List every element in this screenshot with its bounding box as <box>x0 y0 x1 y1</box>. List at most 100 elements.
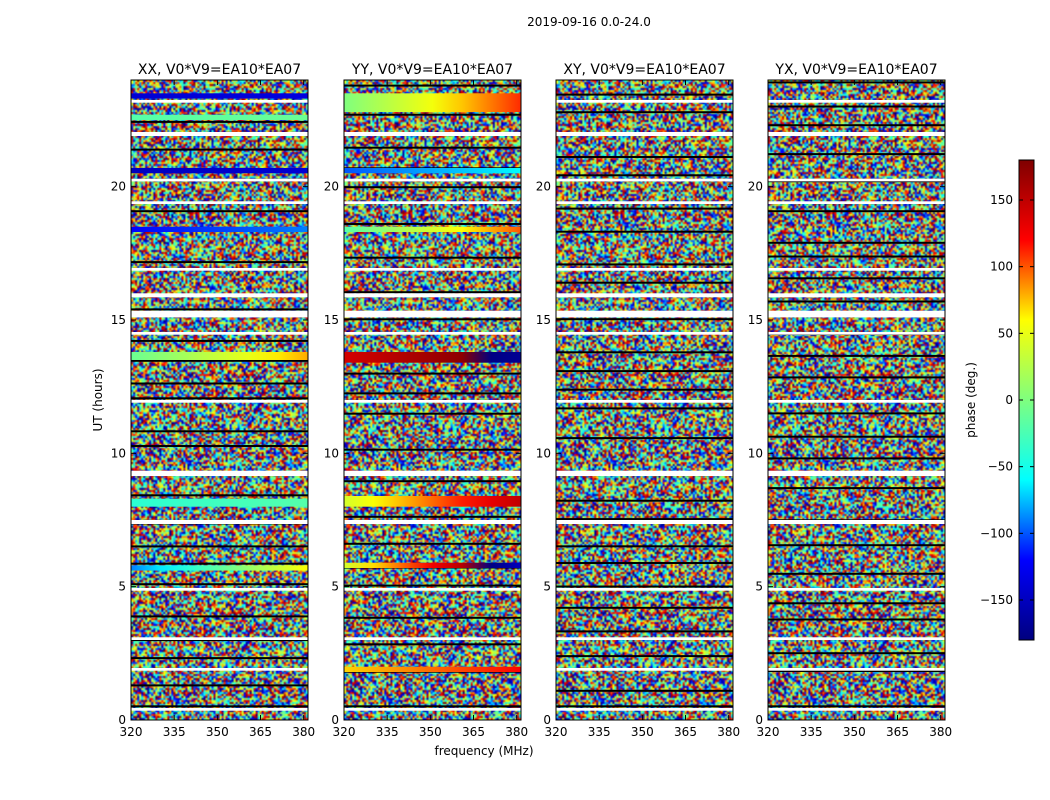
panel-xy: XY, V0*V9=EA10*EA07 320 335 350 365 380 0 5 10 15… <box>536 62 740 739</box>
panel-frame <box>555 79 734 721</box>
flag-line <box>556 93 733 96</box>
data-gap <box>556 400 733 403</box>
panel-frame <box>767 79 946 721</box>
data-gap <box>131 100 308 103</box>
flag-line <box>556 318 733 321</box>
flag-line <box>768 572 945 575</box>
panel-xx: XX, V0*V9=EA10*EA07 320 335 350 365 380 0 5 10 15… <box>111 62 315 739</box>
data-gap <box>131 201 308 204</box>
coherent-phase-band <box>344 666 521 672</box>
flag-line <box>344 113 521 116</box>
colorbar: −150 −100 −50 0 50 100 150 phase (deg.) <box>964 159 1035 641</box>
flag-line <box>768 255 945 258</box>
y-tick-label: 0 <box>331 713 339 727</box>
flag-line <box>131 261 308 264</box>
flag-line <box>131 430 308 433</box>
x-tick-label: 365 <box>886 725 909 739</box>
flag-line <box>344 705 521 708</box>
flag-line <box>131 494 308 497</box>
x-tick-label: 350 <box>206 725 229 739</box>
panel-yx: YX, V0*V9=EA10*EA07 320 335 350 365 380 0 5 10 15… <box>748 62 952 739</box>
x-tick-label: 320 <box>333 725 356 739</box>
data-gap <box>131 178 308 182</box>
flag-line <box>131 615 308 618</box>
flag-line <box>768 81 945 84</box>
y-tick-label: 15 <box>111 313 126 327</box>
data-gap <box>768 178 945 182</box>
data-gap <box>344 268 521 271</box>
flag-line <box>131 308 308 311</box>
flag-line <box>344 542 521 545</box>
panel-frame <box>343 79 522 721</box>
colorbar-tick-label: −150 <box>980 593 1013 607</box>
panels-group: XX, V0*V9=EA10*EA07 320 335 350 365 380 0 5 10 15… <box>111 62 952 739</box>
data-gap <box>131 332 308 335</box>
data-gap <box>556 100 733 103</box>
data-gap <box>556 332 733 335</box>
data-gap <box>768 132 945 136</box>
data-gap <box>131 668 308 671</box>
flag-line <box>768 457 945 460</box>
flag-line <box>556 230 733 233</box>
data-gap <box>768 293 945 298</box>
flag-line <box>556 689 733 692</box>
flag-line <box>768 705 945 708</box>
coherent-phase-band <box>344 352 521 363</box>
data-gap <box>556 668 733 671</box>
coherent-phase-band <box>344 496 521 507</box>
flag-line <box>556 407 733 410</box>
figure-suptitle: 2019-09-16 0.0-24.0 <box>527 15 651 29</box>
y-tick-label: 10 <box>536 446 551 460</box>
flag-line <box>556 655 733 658</box>
flag-line <box>344 584 521 587</box>
flag-line <box>131 359 308 362</box>
data-gap <box>768 708 945 711</box>
colorbar-tick-label: −50 <box>988 460 1013 474</box>
flag-line <box>131 148 308 151</box>
x-axis-label: frequency (MHz) <box>434 744 533 758</box>
flag-line <box>131 657 308 660</box>
data-gap <box>556 268 733 271</box>
x-tick-label: 320 <box>545 725 568 739</box>
flag-line <box>556 281 733 284</box>
data-gap <box>344 293 521 298</box>
panel-yy: YY, V0*V9=EA10*EA07 320 335 350 365 380 0 5 10 15… <box>324 62 528 739</box>
data-gap <box>768 637 945 640</box>
flag-line <box>131 120 308 123</box>
flag-line <box>131 382 308 385</box>
data-gap <box>768 100 945 103</box>
data-gap <box>556 178 733 182</box>
flag-line <box>131 705 308 708</box>
coherent-phase-band <box>131 168 308 174</box>
colorbar-label: phase (deg.) <box>964 362 978 438</box>
flag-line <box>768 241 945 244</box>
flag-line <box>768 210 945 213</box>
flag-line <box>556 388 733 391</box>
flag-line <box>768 354 945 357</box>
coherent-phase-band <box>131 352 308 360</box>
x-tick-label: 335 <box>163 725 186 739</box>
flag-line <box>344 186 521 189</box>
data-gap <box>768 470 945 476</box>
flag-line <box>131 583 308 586</box>
data-gap <box>131 400 308 403</box>
data-gap <box>344 310 521 318</box>
flag-line <box>556 545 733 548</box>
x-tick-label: 335 <box>800 725 823 739</box>
flag-line <box>768 544 945 547</box>
flag-line <box>556 370 733 373</box>
flag-line <box>768 487 945 490</box>
flag-line <box>344 392 521 395</box>
y-tick-label: 15 <box>536 313 551 327</box>
flag-line <box>131 445 308 447</box>
flag-line <box>131 210 308 213</box>
data-gap <box>556 708 733 711</box>
data-gap <box>131 637 308 640</box>
y-tick-label: 10 <box>748 446 763 460</box>
data-gap <box>344 708 521 711</box>
x-tick-label: 380 <box>505 725 528 739</box>
data-gap <box>131 708 308 711</box>
panel-title: YY, V0*V9=EA10*EA07 <box>351 62 513 78</box>
flag-line <box>131 397 308 400</box>
y-tick-label: 20 <box>324 180 339 194</box>
